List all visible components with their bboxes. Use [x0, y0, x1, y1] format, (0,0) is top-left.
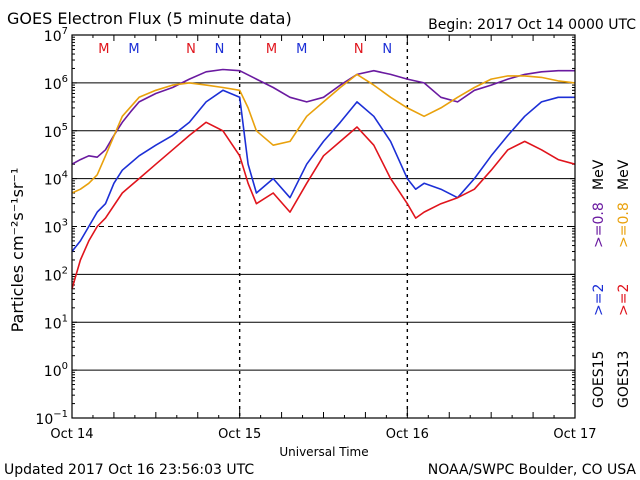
x-tick-label: Oct 17: [553, 427, 596, 442]
marker-label: N: [186, 42, 196, 57]
marker-label: M: [98, 42, 109, 57]
x-tick-label: Oct 14: [50, 427, 93, 442]
series-line-2: [71, 89, 575, 252]
decade-gridlines: [72, 34, 575, 419]
y-tick-label: 101: [44, 313, 68, 332]
y-tick-label: 104: [44, 170, 68, 189]
legend-mev-goes13: MeV: [616, 159, 632, 190]
marker-label: M: [266, 42, 277, 57]
legend-mev-goes15: MeV: [591, 159, 607, 190]
marker-label: N: [382, 42, 392, 57]
credit-line: NOAA/SWPC Boulder, CO USA: [428, 462, 637, 478]
legend-goes15: GOES15: [591, 351, 607, 408]
legend-goes13: GOES13: [616, 351, 632, 408]
x-tick-labels: Oct 14 Oct 15 Oct 16 Oct 17: [50, 427, 596, 442]
plot-frame: [71, 34, 576, 419]
x-tick-label: Oct 16: [386, 427, 429, 442]
updated-timestamp: Updated 2017 Oct 16 23:56:03 UTC: [4, 462, 254, 478]
y-tick-label: 106: [44, 74, 68, 93]
x-axis-label: Universal Time: [279, 445, 368, 459]
begin-time: Begin: 2017 Oct 14 0000 UTC: [428, 17, 636, 33]
marker-label: N: [354, 42, 364, 57]
y-axis-label: Particles cm⁻²s⁻¹sr⁻¹: [8, 168, 27, 333]
y-tick-label: 103: [44, 218, 68, 237]
legend: GOES15 GOES13 >=2 >=2 >=0.8 >=0.8 MeV Me…: [591, 159, 632, 408]
series-layer: [71, 68, 576, 290]
legend-ge2-goes15: >=2: [591, 284, 607, 316]
chart-title: GOES Electron Flux (5 minute data): [7, 9, 292, 28]
legend-ge08-goes15: >=0.8: [591, 202, 607, 248]
y-tick-label: 105: [44, 122, 68, 141]
series-line-1: [71, 73, 576, 194]
y-tick-label: 10−1: [35, 409, 68, 428]
y-tick-label: 100: [44, 361, 68, 380]
marker-label: N: [215, 42, 225, 57]
legend-ge2-goes13: >=2: [616, 284, 632, 316]
y-tick-labels: 107 106 105 104 103 102 101 100 10−1: [35, 26, 68, 428]
series-line-3: [71, 121, 576, 290]
series-line-0: [71, 68, 575, 165]
legend-ge08-goes13: >=0.8: [616, 202, 632, 248]
y-tick-label: 102: [44, 265, 68, 284]
marker-label: M: [128, 42, 139, 57]
y-tick-label: 107: [44, 26, 68, 45]
marker-label: M: [296, 42, 307, 57]
x-tick-label: Oct 15: [218, 427, 261, 442]
